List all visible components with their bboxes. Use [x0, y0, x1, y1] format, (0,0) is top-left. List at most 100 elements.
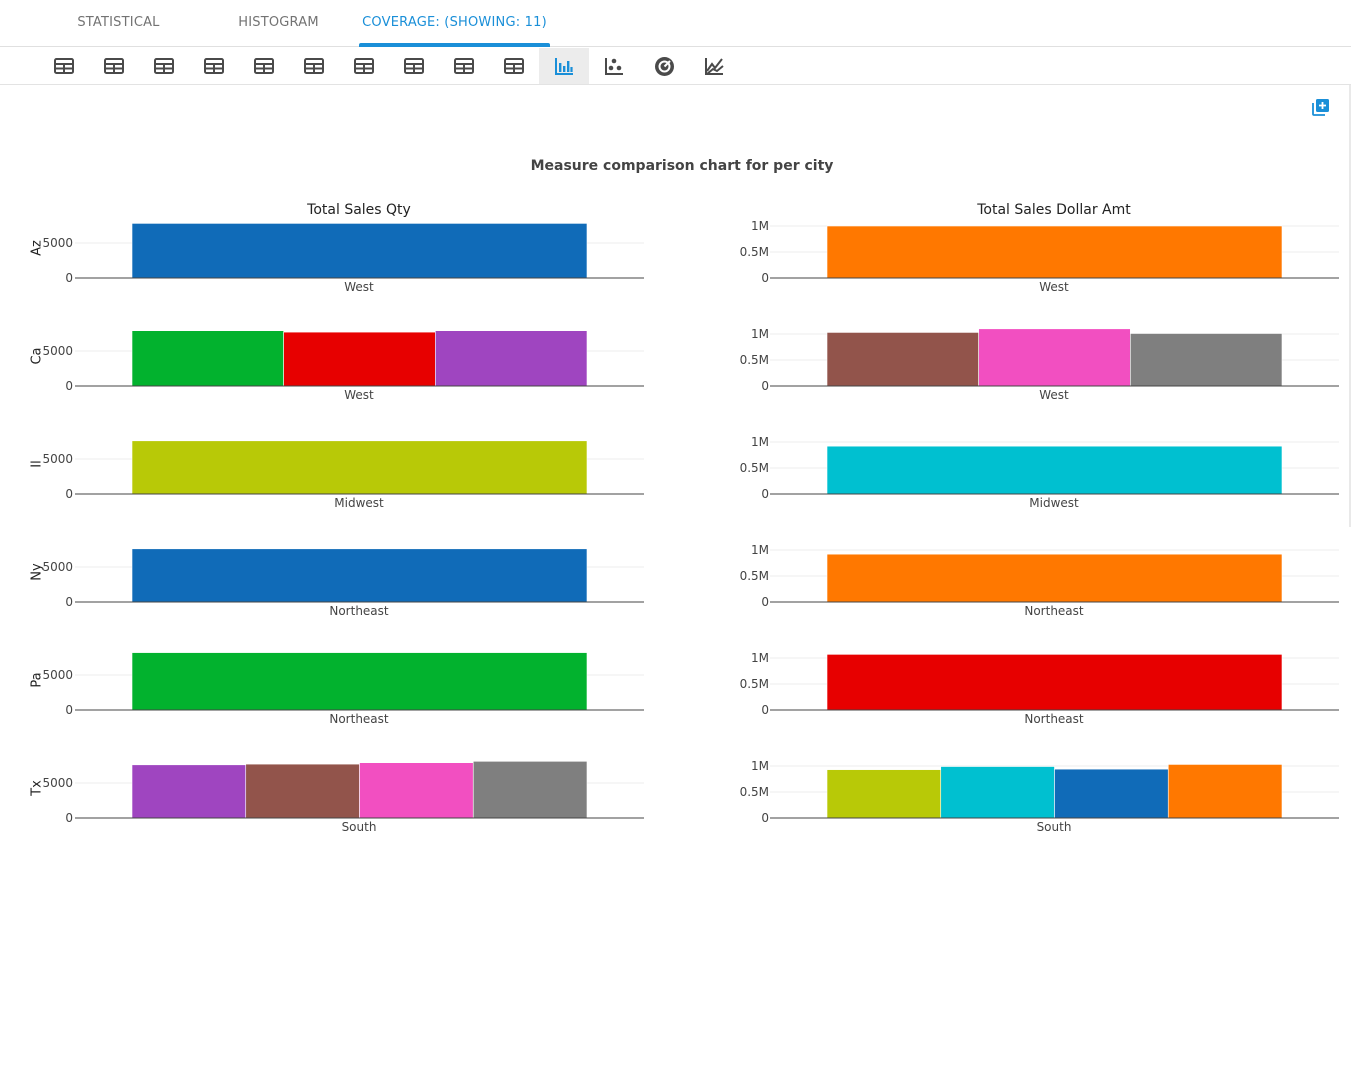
y-tick-label: 0.5M	[740, 245, 769, 259]
y-tick-label: 1M	[751, 543, 769, 557]
table-icon	[54, 57, 74, 75]
x-tick-label: Northeast	[1024, 712, 1084, 726]
active-tab-indicator	[359, 43, 550, 47]
chart-type-toolbar	[0, 48, 1351, 85]
bar-tx-qty-1	[131, 764, 247, 819]
bar-tx-amount-2	[940, 766, 1055, 819]
toolbar-button-bar-chart-11[interactable]	[539, 48, 589, 84]
bar-tx-qty-2	[245, 763, 360, 819]
toolbar-button-table-5[interactable]	[239, 48, 289, 84]
y-tick-label: 0	[65, 595, 73, 609]
subplot-title-amount: Total Sales Dollar Amt	[976, 202, 1131, 218]
table-icon	[204, 57, 224, 75]
x-tick-label: Northeast	[1024, 604, 1084, 618]
add-to-collection-icon	[1312, 99, 1329, 116]
toolbar-button-table-10[interactable]	[489, 48, 539, 84]
row-label-il: Il	[30, 460, 45, 467]
bar-az-qty-1	[131, 223, 588, 279]
table-icon	[154, 57, 174, 75]
bar-az-amount-1	[826, 225, 1283, 279]
x-tick-label: Northeast	[329, 712, 389, 726]
toolbar-button-table-7[interactable]	[339, 48, 389, 84]
x-tick-label: Midwest	[334, 496, 384, 510]
bar-il-qty-1	[131, 440, 588, 495]
y-tick-label: 0	[65, 379, 73, 393]
x-tick-label: West	[1039, 388, 1069, 402]
bar-tx-qty-4	[472, 760, 588, 819]
x-tick-label: South	[1037, 820, 1072, 834]
y-tick-label: 5000	[42, 452, 73, 466]
bar-tx-qty-3	[359, 762, 474, 819]
y-tick-label: 5000	[42, 560, 73, 574]
toolbar-button-table-8[interactable]	[389, 48, 439, 84]
y-tick-label: 1M	[751, 219, 769, 233]
toolbar-button-line-chart-14[interactable]	[689, 48, 739, 84]
y-tick-label: 0	[761, 487, 769, 501]
toolbar-button-scatter-12[interactable]	[589, 48, 639, 84]
subplot-title-qty: Total Sales Qty	[306, 202, 411, 218]
y-tick-label: 0	[761, 271, 769, 285]
bar-ca-amount-2	[978, 328, 1131, 387]
bar-ny-amount-1	[826, 553, 1283, 603]
bar-tx-amount-4	[1167, 764, 1283, 819]
y-tick-label: 5000	[42, 776, 73, 790]
row-label-ny: Ny	[30, 563, 45, 581]
toolbar-button-table-4[interactable]	[189, 48, 239, 84]
bar-ca-qty-1	[131, 330, 284, 387]
x-tick-label: South	[342, 820, 377, 834]
row-label-tx: Tx	[30, 780, 45, 797]
row-label-pa: Pa	[30, 672, 45, 687]
scrollbar-track[interactable]	[1349, 85, 1351, 527]
y-tick-label: 0.5M	[740, 353, 769, 367]
y-tick-label: 1M	[751, 759, 769, 773]
tab-statistical[interactable]: STATISTICAL	[77, 15, 160, 30]
bar-ca-amount-3	[1130, 333, 1283, 387]
bar-ca-qty-3	[435, 330, 588, 387]
table-icon	[454, 57, 474, 75]
tab-bar: STATISTICAL HISTOGRAM COVERAGE: (SHOWING…	[0, 0, 1351, 47]
bar-tx-amount-1	[826, 769, 942, 819]
toolbar-button-table-6[interactable]	[289, 48, 339, 84]
chart-title: Measure comparison chart for per city	[531, 158, 834, 174]
y-tick-label: 0	[761, 703, 769, 717]
toolbar-button-table-2[interactable]	[89, 48, 139, 84]
y-tick-label: 0	[761, 595, 769, 609]
x-tick-label: Midwest	[1029, 496, 1079, 510]
bar-pa-amount-1	[826, 654, 1283, 711]
y-tick-label: 0.5M	[740, 785, 769, 799]
y-tick-label: 5000	[42, 344, 73, 358]
table-icon	[104, 57, 124, 75]
y-tick-label: 0	[65, 703, 73, 717]
x-tick-label: West	[344, 388, 374, 402]
table-icon	[354, 57, 374, 75]
y-tick-label: 5000	[42, 236, 73, 250]
x-tick-label: Northeast	[329, 604, 389, 618]
table-icon	[404, 57, 424, 75]
row-label-az: Az	[30, 240, 45, 256]
y-tick-label: 0	[761, 811, 769, 825]
y-tick-label: 0	[65, 271, 73, 285]
radar-icon	[654, 56, 675, 77]
y-tick-label: 0.5M	[740, 569, 769, 583]
row-label-ca: Ca	[30, 347, 45, 364]
bar-ny-qty-1	[131, 548, 588, 603]
y-tick-label: 1M	[751, 435, 769, 449]
table-icon	[304, 57, 324, 75]
y-tick-label: 0	[65, 487, 73, 501]
x-tick-label: West	[344, 280, 374, 294]
bar-tx-amount-3	[1054, 768, 1169, 819]
toolbar-button-radar-13[interactable]	[639, 48, 689, 84]
bar-ca-qty-2	[283, 331, 436, 387]
toolbar-button-table-3[interactable]	[139, 48, 189, 84]
y-tick-label: 0	[65, 811, 73, 825]
y-tick-label: 0.5M	[740, 461, 769, 475]
bar-chart-icon	[554, 56, 574, 76]
toolbar-button-table-1[interactable]	[39, 48, 89, 84]
tab-coverage[interactable]: COVERAGE: (SHOWING: 11)	[362, 15, 547, 30]
add-chart-button[interactable]	[1311, 97, 1331, 117]
bar-il-amount-1	[826, 445, 1283, 495]
toolbar-button-table-9[interactable]	[439, 48, 489, 84]
tab-histogram[interactable]: HISTOGRAM	[238, 15, 319, 30]
y-tick-label: 0.5M	[740, 677, 769, 691]
